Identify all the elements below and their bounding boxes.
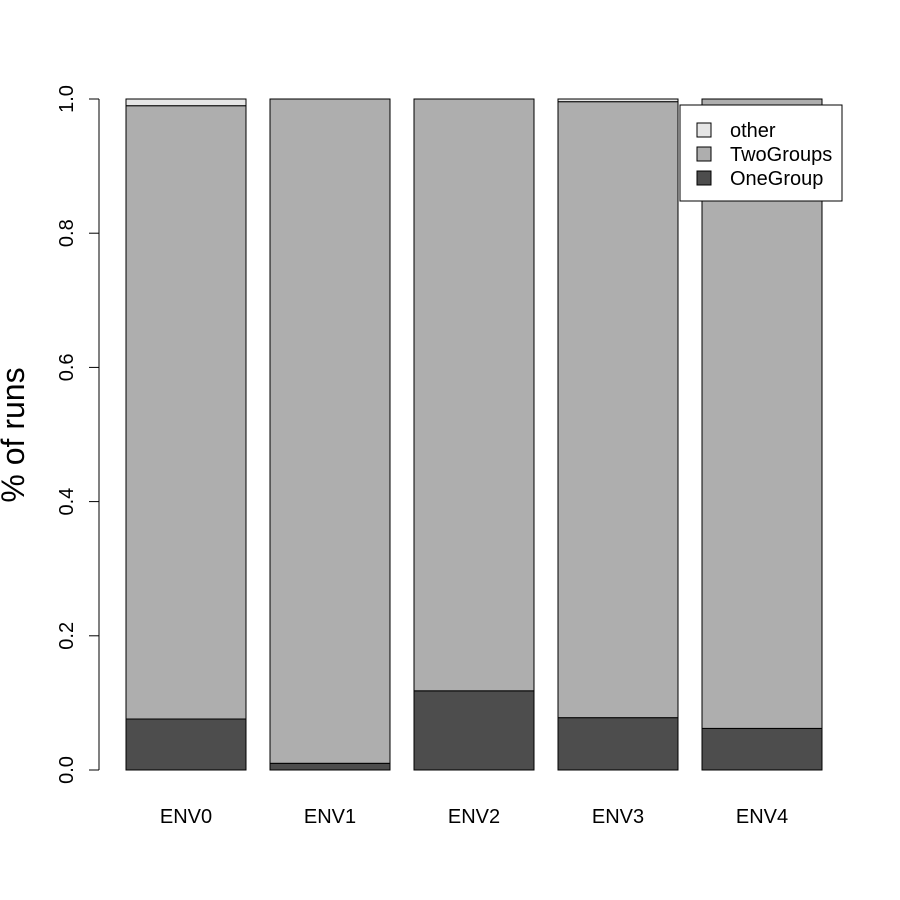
y-tick-label: 0.6 — [56, 353, 78, 381]
bar-onegroup-env2 — [413, 690, 535, 771]
bars-layer — [125, 98, 823, 771]
legend-label-onegroup: OneGroup — [730, 168, 823, 190]
y-axis-title: % of runs — [0, 367, 31, 502]
y-tick-label: 1.0 — [56, 85, 78, 113]
y-tick-label: 0.8 — [56, 219, 78, 247]
bar-twogroups-env3 — [557, 101, 679, 719]
x-tick-label: ENV2 — [448, 806, 500, 828]
legend-swatch-twogroups — [696, 146, 712, 162]
x-tick-label: ENV0 — [160, 806, 212, 828]
y-tick-label: 0.0 — [56, 756, 78, 784]
x-tick-label: ENV3 — [592, 806, 644, 828]
legend-swatch-other — [696, 122, 712, 138]
bar-twogroups-env0 — [125, 105, 247, 720]
y-axis: 0.0 0.2 0.4 0.6 0.8 1.0 — [56, 85, 100, 784]
bar-onegroup-env0 — [125, 718, 247, 771]
legend-label-twogroups: TwoGroups — [730, 144, 832, 166]
legend-label-other: other — [730, 120, 776, 142]
x-tick-label: ENV1 — [304, 806, 356, 828]
bar-twogroups-env2 — [413, 98, 535, 692]
bar-onegroup-env4 — [701, 727, 823, 771]
legend-swatch-onegroup — [696, 170, 712, 186]
x-tick-label: ENV4 — [736, 806, 788, 828]
y-tick-label: 0.2 — [56, 622, 78, 650]
x-axis: ENV0 ENV1 ENV2 ENV3 ENV4 — [160, 806, 788, 828]
bar-onegroup-env3 — [557, 717, 679, 771]
bar-twogroups-env1 — [269, 98, 391, 764]
bar-other-env3 — [557, 98, 679, 103]
bar-other-env0 — [125, 98, 247, 107]
y-tick-label: 0.4 — [56, 488, 78, 516]
bar-onegroup-env1 — [269, 762, 391, 771]
bar-twogroups-env4 — [701, 98, 823, 729]
